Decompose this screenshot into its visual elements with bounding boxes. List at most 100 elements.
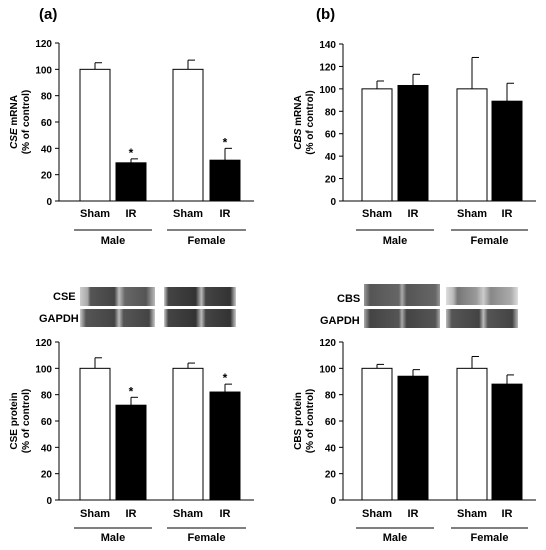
ir-bar-female xyxy=(209,159,241,202)
chart-cbs-mrna: 0 20 40 60 80 100 120 140 CBS mRNA (% of control)… xyxy=(293,40,536,247)
y-axis-label-units: (% of control) xyxy=(21,90,32,154)
y-tick-label: 0 xyxy=(46,496,52,507)
cse-blot-male xyxy=(80,287,155,306)
gapdh-blot-female xyxy=(164,309,236,327)
y-tick-label: 40 xyxy=(325,443,337,454)
gapdh-blot-male xyxy=(80,309,155,327)
category-label: IR xyxy=(502,208,513,220)
cbs-blot-label: CBS xyxy=(337,293,361,305)
y-tick-label: 120 xyxy=(35,39,52,50)
category-label: IR xyxy=(408,208,419,220)
ir-bar-male xyxy=(115,404,147,501)
y-tick-label: 120 xyxy=(319,62,336,73)
category-label: Sham xyxy=(80,508,110,520)
group-label: Male xyxy=(101,532,125,544)
sham-bar-male xyxy=(79,68,111,202)
chart-cse-protein: 0 20 40 60 80 100 120 CSE protein (% of control)… xyxy=(9,338,254,544)
category-label: IR xyxy=(220,208,231,220)
y-tick-label: 0 xyxy=(46,197,52,208)
sham-bar-male xyxy=(361,367,393,501)
y-axis-label: CSE mRNA xyxy=(9,95,20,149)
sham-bar-male xyxy=(79,367,111,501)
cbs-blot-male xyxy=(364,284,440,306)
gapdh-blot-male-b xyxy=(364,309,440,328)
y-tick-label: 60 xyxy=(41,417,53,428)
y-tick-label: 60 xyxy=(41,118,53,129)
group-label: Male xyxy=(383,532,407,544)
y-tick-label: 40 xyxy=(41,144,53,155)
gapdh-blot-label-a: GAPDH xyxy=(39,313,79,325)
y-axis-label-units: (% of control) xyxy=(21,389,32,453)
category-label: Sham xyxy=(362,208,392,220)
significance-marker: * xyxy=(223,135,228,149)
sham-bar-male xyxy=(361,88,393,202)
category-label: IR xyxy=(126,508,137,520)
panel-label-b: (b) xyxy=(316,6,336,23)
category-label: Sham xyxy=(457,208,487,220)
y-tick-label: 120 xyxy=(35,338,52,349)
sham-bar-female xyxy=(172,367,204,501)
category-label: Sham xyxy=(457,508,487,520)
y-tick-label: 80 xyxy=(325,107,337,118)
y-tick-label: 100 xyxy=(319,85,336,96)
y-tick-label: 100 xyxy=(319,364,336,375)
cse-blot-female xyxy=(164,287,236,306)
category-label: Sham xyxy=(362,508,392,520)
cbs-blot-female xyxy=(446,287,518,305)
y-tick-label: 40 xyxy=(325,152,337,163)
gapdh-blot-female-b xyxy=(446,309,518,328)
category-label: Sham xyxy=(80,208,110,220)
y-tick-label: 120 xyxy=(319,338,336,349)
y-axis-label: CBS protein xyxy=(293,392,304,450)
group-label: Male xyxy=(383,235,407,247)
group-label: Female xyxy=(188,532,226,544)
y-tick-label: 80 xyxy=(41,391,53,402)
sham-bar-female xyxy=(456,88,488,202)
group-label: Male xyxy=(101,235,125,247)
category-label: IR xyxy=(220,508,231,520)
chart-cse-mrna: 0 20 40 60 80 100 120 CSE mRNA (% of control) Sha… xyxy=(9,39,254,247)
y-axis-label-units: (% of control) xyxy=(305,389,316,453)
y-tick-label: 80 xyxy=(325,391,337,402)
category-label: Sham xyxy=(173,208,203,220)
group-label: Female xyxy=(471,235,509,247)
sham-bar-female xyxy=(456,367,488,501)
ir-bar-female xyxy=(209,391,241,501)
ir-bar-male xyxy=(115,162,147,202)
significance-marker: * xyxy=(129,146,134,160)
y-tick-label: 0 xyxy=(330,496,336,507)
y-tick-label: 20 xyxy=(41,470,53,481)
group-label: Female xyxy=(471,532,509,544)
y-tick-label: 40 xyxy=(41,443,53,454)
y-axis-label-units: (% of control) xyxy=(305,90,316,154)
y-tick-label: 100 xyxy=(35,65,52,76)
category-label: IR xyxy=(502,508,513,520)
y-tick-label: 80 xyxy=(41,92,53,103)
y-tick-label: 100 xyxy=(35,364,52,375)
significance-marker: * xyxy=(223,371,228,385)
y-tick-label: 0 xyxy=(330,197,336,208)
category-label: Sham xyxy=(173,508,203,520)
y-tick-label: 20 xyxy=(41,171,53,182)
ir-bar-female xyxy=(491,100,523,202)
ir-bar-female xyxy=(491,383,523,501)
y-tick-label: 60 xyxy=(325,417,337,428)
gapdh-blot-label-b: GAPDH xyxy=(320,315,360,327)
category-label: IR xyxy=(408,508,419,520)
cse-blot-label: CSE xyxy=(53,291,76,303)
y-tick-label: 60 xyxy=(325,130,337,141)
significance-marker: * xyxy=(129,384,134,398)
y-tick-label: 20 xyxy=(325,175,337,186)
y-axis-label: CSE protein xyxy=(9,392,20,449)
y-tick-label: 20 xyxy=(325,470,337,481)
group-label: Female xyxy=(188,235,226,247)
panel-label-a: (a) xyxy=(39,6,58,23)
ir-bar-male xyxy=(397,84,429,202)
ir-bar-male xyxy=(397,375,429,501)
category-label: IR xyxy=(126,208,137,220)
y-tick-label: 140 xyxy=(319,40,336,51)
y-axis-label: CBS mRNA xyxy=(293,95,304,149)
sham-bar-female xyxy=(172,68,204,202)
chart-cbs-protein: 0 20 40 60 80 100 120 CBS protein (% of control)… xyxy=(293,338,536,544)
